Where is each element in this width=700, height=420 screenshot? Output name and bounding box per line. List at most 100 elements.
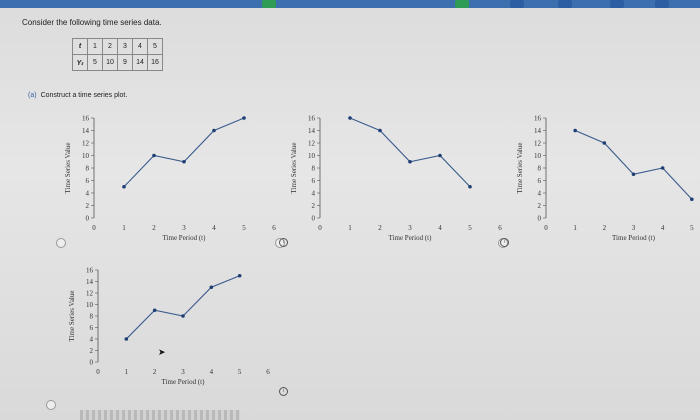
x-axis-label: Time Period (t)	[163, 234, 207, 242]
x-tick-label: 1	[125, 368, 129, 376]
data-point	[242, 116, 246, 120]
data-point	[152, 153, 156, 158]
x-tick-label: 1	[573, 224, 577, 232]
data-point	[124, 337, 129, 341]
y-tick-label: 4	[538, 190, 542, 198]
y-tick-label: 10	[308, 152, 316, 160]
x-tick-label: 0	[96, 368, 100, 376]
y-tick-label: 10	[534, 152, 542, 160]
x-axis-label: Time Period (t)	[389, 234, 433, 242]
x-tick-label: 1	[122, 224, 126, 232]
y-tick-label: 8	[312, 165, 316, 173]
y-axis-label: Time Series Value	[64, 143, 72, 194]
data-point	[152, 308, 157, 313]
y-tick-label: 12	[82, 140, 90, 148]
y-tick-label: 6	[90, 324, 94, 332]
y-tick-label: 2	[86, 202, 90, 210]
x-tick-label: 0	[92, 224, 96, 232]
y-tick-label: 12	[86, 290, 94, 298]
t-cell: 4	[132, 38, 148, 55]
y-tick-label: 6	[312, 177, 316, 185]
tab-icon[interactable]	[510, 0, 524, 8]
t-cell: 1	[87, 38, 103, 55]
y-axis-label: Time Series Value	[68, 291, 76, 342]
y-tick-label: 6	[86, 177, 90, 185]
y-tick-label: 14	[82, 127, 90, 135]
info-icon[interactable]: i	[279, 238, 288, 247]
y-tick-label: 2	[312, 202, 316, 210]
y-tick-label: 2	[538, 202, 542, 210]
x-tick-label: 0	[318, 224, 322, 232]
x-tick-label: 2	[603, 224, 607, 232]
y-tick-label: 12	[308, 140, 316, 148]
x-tick-label: 6	[498, 224, 502, 232]
part-a-prompt: (a) Construct a time series plot.	[28, 92, 127, 99]
info-icon[interactable]: i	[500, 238, 509, 247]
part-a-tag: (a)	[28, 92, 37, 99]
y-tick-label: 16	[82, 115, 90, 123]
t-cell: 2	[102, 38, 118, 55]
y-cell: 9	[117, 54, 133, 71]
data-point	[573, 128, 577, 133]
t-cell: 3	[117, 38, 133, 55]
x-tick-label: 5	[690, 224, 694, 232]
x-tick-label: 5	[242, 224, 246, 232]
y-tick-label: 10	[82, 152, 90, 160]
series-line	[125, 275, 240, 340]
option-1-radio[interactable]	[56, 238, 66, 248]
y-tick-label: 14	[534, 127, 542, 135]
info-icon[interactable]: i	[279, 387, 288, 396]
x-tick-label: 2	[378, 224, 382, 232]
x-axis-label: Time Period (t)	[612, 234, 656, 242]
y-tick-label: 4	[86, 190, 90, 198]
y-tick-label: 14	[308, 127, 316, 135]
y-tick-label: 14	[86, 278, 94, 286]
data-point	[209, 285, 214, 290]
y-tick-label: 8	[86, 165, 90, 173]
data-point	[122, 184, 126, 189]
x-tick-label: 0	[544, 224, 548, 232]
y-tick-label: 16	[534, 115, 542, 123]
option-4-radio[interactable]	[46, 400, 56, 410]
x-tick-label: 4	[210, 368, 214, 376]
t-cell: 5	[147, 38, 163, 55]
y-tick-label: 0	[90, 359, 94, 367]
tab-icon[interactable]	[558, 0, 572, 8]
mouse-cursor-icon: ➤	[158, 347, 166, 357]
tab-icon[interactable]	[610, 0, 624, 8]
y-cell: 16	[147, 54, 163, 71]
tab-icon[interactable]	[455, 0, 469, 8]
y-tick-label: 0	[86, 215, 90, 223]
tab-icon[interactable]	[655, 0, 669, 8]
data-point	[602, 141, 607, 145]
x-tick-label: 4	[661, 224, 665, 232]
y-tick-label: 2	[90, 347, 94, 355]
data-point	[181, 314, 185, 318]
y-cell: 5	[87, 54, 103, 71]
series-line	[349, 117, 471, 188]
part-a-text: Construct a time series plot.	[40, 92, 128, 99]
y-tick-label: 4	[312, 190, 316, 198]
tab-icon[interactable]	[262, 0, 276, 8]
x-tick-label: 4	[438, 224, 442, 232]
y-tick-label: 16	[86, 267, 94, 275]
y-header: Yₜ	[72, 54, 88, 71]
x-tick-label: 3	[408, 224, 412, 232]
x-tick-label: 3	[632, 224, 636, 232]
bottom-decoration	[80, 410, 240, 420]
series-line	[123, 117, 245, 188]
data-table: t 1 2 3 4 5 Yₜ 5 10 9 14 16	[72, 38, 163, 71]
y-tick-label: 10	[86, 301, 94, 309]
y-cell: 10	[102, 54, 118, 71]
y-cell: 14	[132, 54, 148, 71]
y-tick-label: 0	[538, 215, 542, 223]
x-tick-label: 5	[238, 368, 242, 376]
x-tick-label: 2	[153, 368, 157, 376]
y-tick-label: 0	[312, 215, 316, 223]
x-tick-label: 1	[348, 224, 352, 232]
data-point	[348, 116, 352, 120]
